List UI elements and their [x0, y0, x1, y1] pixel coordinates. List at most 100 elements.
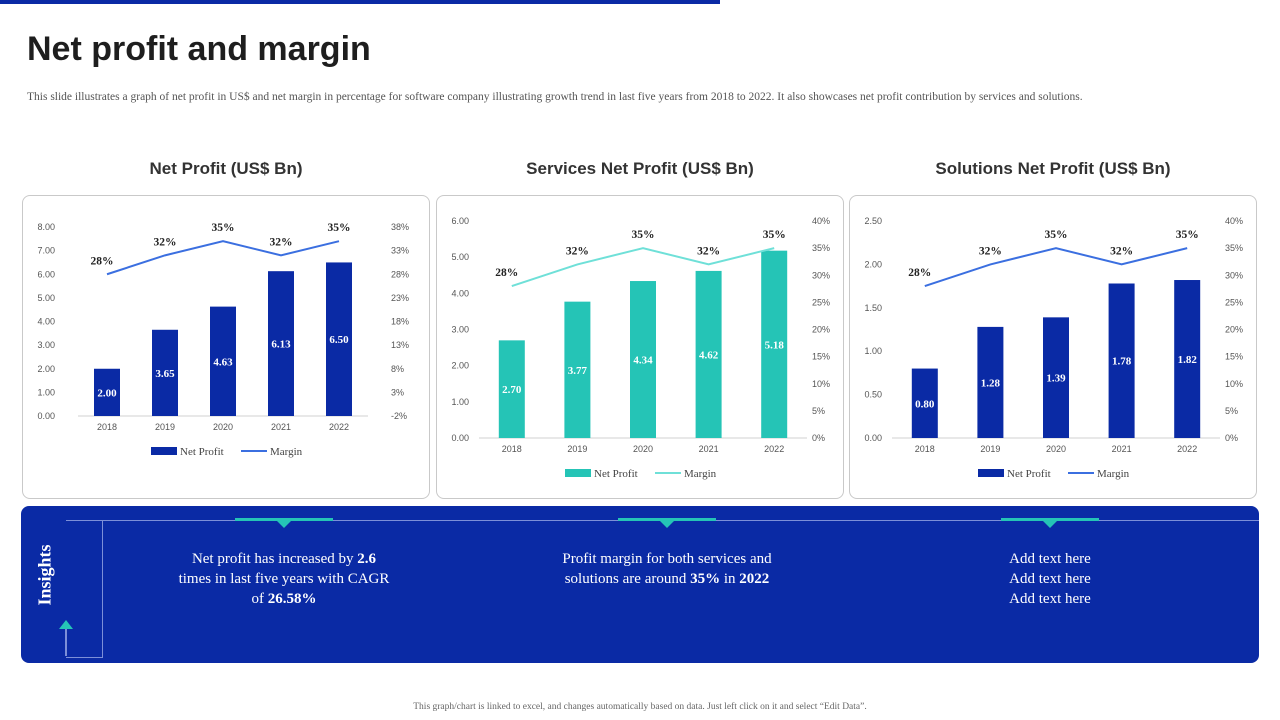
y-left-tick-label: 6.00: [37, 269, 55, 279]
chart-title-solutions: Solutions Net Profit (US$ Bn): [935, 159, 1171, 178]
x-tick-label: 2022: [1177, 444, 1197, 454]
margin-value-label: 35%: [763, 229, 786, 241]
bar: [326, 262, 352, 416]
chart-card-services[interactable]: 0.00 1.00 2.00 3.00 4.00 5.00 6.00 0% 5% 10% 15% 20…: [436, 195, 844, 499]
arrow-up-icon: [59, 620, 73, 629]
y-left-tick-label: 7.00: [37, 246, 55, 256]
bar-value-label: 6.50: [329, 334, 349, 346]
insights-panel: [21, 506, 1259, 663]
x-tick-label: 2020: [1046, 444, 1066, 454]
y-left-tick-label: 2.50: [864, 216, 882, 226]
bar-value-label: 0.80: [915, 398, 935, 410]
legend-label-margin: Margin: [270, 446, 303, 458]
y-right-tick-label: 3%: [391, 387, 404, 397]
margin-value-label: 35%: [632, 229, 655, 241]
x-tick-label: 2020: [633, 444, 653, 454]
bar: [498, 340, 525, 438]
y-right-tick-label: 38%: [391, 222, 409, 232]
x-tick-label: 2021: [1112, 444, 1132, 454]
x-tick-label: 2019: [980, 444, 1000, 454]
y-right-tick-label: 10%: [812, 379, 830, 389]
legend-label-margin: Margin: [1097, 468, 1130, 480]
y-right-tick-label: 0%: [812, 433, 825, 443]
bar: [695, 270, 722, 438]
chart-card-net-profit[interactable]: 0.00 1.00 2.00 3.00 4.00 5.00 6.00 7.00 8.00 -2% 3…: [22, 195, 430, 499]
bar-value-label: 1.82: [1178, 354, 1198, 366]
bar: [94, 368, 120, 416]
bar-value-label: 2.00: [97, 387, 117, 399]
y-right-tick-label: 0%: [1225, 433, 1238, 443]
bar: [911, 368, 938, 438]
bar-value-label: 5.18: [765, 339, 785, 351]
y-left-tick-label: 1.00: [864, 346, 882, 356]
x-tick-label: 2018: [502, 444, 522, 454]
y-left-tick-label: 6.00: [451, 216, 469, 226]
margin-value-label: 32%: [566, 245, 589, 257]
margin-value-label: 28%: [908, 267, 931, 279]
page-subtitle: This slide illustrates a graph of net pr…: [27, 91, 1083, 103]
bar-value-label: 3.77: [568, 365, 588, 377]
y-left-tick-label: 1.00: [451, 397, 469, 407]
insight-text-2: Profit margin for both services and solu…: [562, 551, 772, 587]
y-right-tick-label: 13%: [391, 340, 409, 350]
legend-label-net-profit: Net Profit: [180, 446, 224, 458]
bar: [630, 281, 656, 438]
top-accent-bar: [0, 0, 720, 4]
margin-line: [511, 247, 775, 288]
y-left-tick-label: 3.00: [451, 325, 469, 335]
margin-value-label: 35%: [1045, 229, 1068, 241]
y-left-tick-label: 8.00: [37, 222, 55, 232]
legend-swatch-net-profit: [978, 469, 1004, 477]
insights-arrow-stem: [65, 628, 67, 656]
bar-value-label: 6.13: [271, 339, 291, 351]
y-left-tick-label: 1.50: [864, 303, 882, 313]
legend-swatch-net-profit: [151, 447, 177, 455]
bar: [152, 329, 178, 416]
margin-value-label: 28%: [91, 255, 114, 267]
bar-value-label: 1.39: [1046, 373, 1066, 385]
y-right-tick-label: -2%: [391, 411, 407, 421]
insight-marker-2: [618, 518, 716, 528]
margin-value-label: 32%: [979, 245, 1002, 257]
insight-text-3: Add text here Add text here Add text her…: [1009, 551, 1091, 607]
y-right-tick-label: 40%: [1225, 216, 1243, 226]
y-right-tick-label: 8%: [391, 364, 404, 374]
x-tick-label: 2021: [271, 422, 291, 432]
y-left-tick-label: 4.00: [451, 288, 469, 298]
margin-value-label: 28%: [495, 267, 518, 279]
y-left-tick-label: 2.00: [864, 259, 882, 269]
y-left-tick-label: 5.00: [451, 252, 469, 262]
y-right-tick-label: 10%: [1225, 379, 1243, 389]
y-right-tick-label: 18%: [391, 317, 409, 327]
y-right-tick-label: 5%: [1225, 406, 1238, 416]
margin-value-label: 35%: [1176, 229, 1199, 241]
insight-marker-3: [1001, 518, 1099, 528]
y-left-tick-label: 0.00: [451, 433, 469, 443]
x-tick-label: 2018: [97, 422, 117, 432]
insight-marker-1: [235, 518, 333, 528]
bar-value-label: 1.28: [981, 377, 1001, 389]
bar-value-label: 2.70: [502, 384, 522, 396]
bar: [1043, 317, 1069, 438]
chart-title-services: Services Net Profit (US$ Bn): [526, 159, 754, 178]
y-left-tick-label: 1.00: [37, 387, 55, 397]
bar: [761, 250, 788, 438]
y-right-tick-label: 35%: [1225, 243, 1243, 253]
x-tick-label: 2019: [567, 444, 587, 454]
y-left-tick-label: 2.00: [451, 361, 469, 371]
insights-label: Insights: [34, 544, 55, 606]
y-right-tick-label: 5%: [812, 406, 825, 416]
margin-value-label: 35%: [212, 222, 235, 234]
legend-label-net-profit: Net Profit: [1007, 468, 1051, 480]
y-right-tick-label: 30%: [812, 270, 830, 280]
y-right-tick-label: 15%: [1225, 352, 1243, 362]
chart-card-solutions[interactable]: 0.00 0.50 1.00 1.50 2.00 2.50 0% 5% 10% 15% 20% 25%…: [849, 195, 1257, 499]
y-left-tick-label: 0.50: [864, 390, 882, 400]
services-net-profit-chart: 0.00 1.00 2.00 3.00 4.00 5.00 6.00 0% 5% 10% 15% 20…: [451, 216, 830, 480]
y-right-tick-label: 25%: [812, 297, 830, 307]
margin-value-label: 32%: [1110, 245, 1133, 257]
y-left-tick-label: 0.00: [864, 433, 882, 443]
bar: [210, 306, 236, 416]
bar: [564, 301, 591, 438]
y-right-tick-label: 20%: [812, 325, 830, 335]
